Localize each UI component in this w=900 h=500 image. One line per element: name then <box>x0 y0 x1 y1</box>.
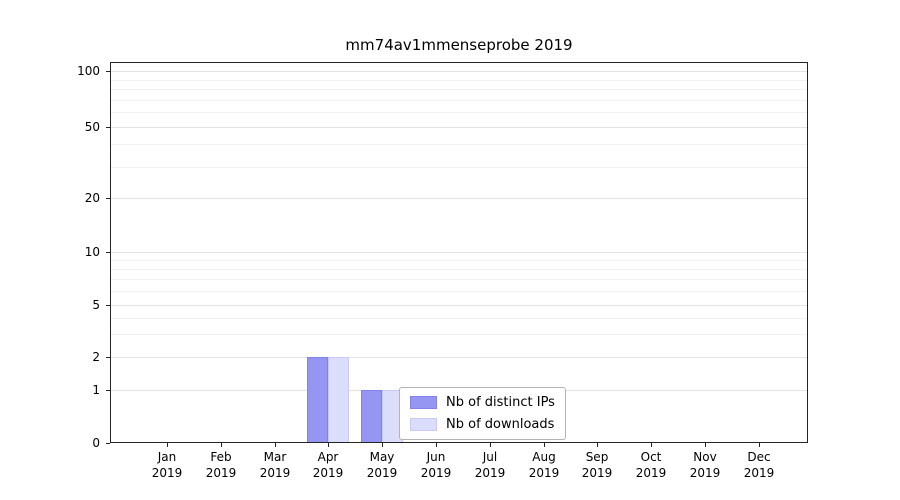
gridline-minor <box>110 112 808 113</box>
x-tick-label: Aug 2019 <box>528 450 560 480</box>
bar-distinct-ips-may <box>361 390 382 443</box>
legend-item: Nb of downloads <box>410 417 555 432</box>
legend-item: Nb of distinct IPs <box>410 395 555 410</box>
x-tick-label: Apr 2019 <box>312 450 344 480</box>
y-tick <box>106 390 110 391</box>
gridline-minor <box>110 334 808 335</box>
gridline-minor <box>110 100 808 101</box>
gridline-major <box>110 127 808 128</box>
x-tick <box>544 443 545 447</box>
x-tick <box>328 443 329 447</box>
gridline-minor <box>110 167 808 168</box>
y-tick-label: 50 <box>84 120 100 134</box>
gridline-minor <box>110 291 808 292</box>
x-tick <box>167 443 168 447</box>
gridline-major <box>110 305 808 306</box>
x-tick-label: Jul 2019 <box>474 450 506 480</box>
x-tick <box>705 443 706 447</box>
x-tick <box>759 443 760 447</box>
y-tick <box>106 357 110 358</box>
legend-swatch-distinct-ips <box>410 396 437 409</box>
bar-distinct-ips-apr <box>307 357 328 443</box>
x-tick-label: Sep 2019 <box>581 450 613 480</box>
gridline-minor <box>110 260 808 261</box>
y-tick <box>106 71 110 72</box>
gridline-major <box>110 357 808 358</box>
x-tick-label: Feb 2019 <box>205 450 237 480</box>
legend: Nb of distinct IPs Nb of downloads <box>399 387 566 440</box>
x-tick <box>221 443 222 447</box>
y-tick-label: 10 <box>84 245 100 259</box>
gridline-minor <box>110 144 808 145</box>
x-tick-label: May 2019 <box>366 450 398 480</box>
y-tick-label: 1 <box>92 383 100 397</box>
x-tick <box>382 443 383 447</box>
gridline-minor <box>110 318 808 319</box>
y-tick-label: 5 <box>92 298 100 312</box>
x-tick-label: Oct 2019 <box>635 450 667 480</box>
x-tick <box>436 443 437 447</box>
y-tick <box>106 198 110 199</box>
bar-downloads-apr <box>328 357 349 443</box>
gridline-minor <box>110 89 808 90</box>
y-tick <box>106 305 110 306</box>
gridline-major <box>110 71 808 72</box>
gridline-minor <box>110 279 808 280</box>
gridline-major <box>110 198 808 199</box>
x-tick-label: Dec 2019 <box>743 450 775 480</box>
x-tick <box>651 443 652 447</box>
y-tick-label: 2 <box>92 350 100 364</box>
y-tick-label: 0 <box>92 436 100 450</box>
y-tick-label: 100 <box>77 64 100 78</box>
legend-swatch-downloads <box>410 418 437 431</box>
gridline-major <box>110 252 808 253</box>
x-tick-label: Mar 2019 <box>259 450 291 480</box>
x-tick-label: Jun 2019 <box>420 450 452 480</box>
x-tick <box>275 443 276 447</box>
chart-title: mm74av1mmenseprobe 2019 <box>345 36 573 54</box>
x-tick <box>597 443 598 447</box>
y-tick <box>106 443 110 444</box>
x-tick <box>490 443 491 447</box>
x-tick-label: Nov 2019 <box>689 450 721 480</box>
gridline-minor <box>110 269 808 270</box>
y-tick <box>106 252 110 253</box>
x-tick-label: Jan 2019 <box>151 450 183 480</box>
y-tick <box>106 127 110 128</box>
gridline-minor <box>110 80 808 81</box>
y-tick-label: 20 <box>84 191 100 205</box>
legend-label: Nb of distinct IPs <box>446 395 555 410</box>
legend-label: Nb of downloads <box>446 417 555 432</box>
